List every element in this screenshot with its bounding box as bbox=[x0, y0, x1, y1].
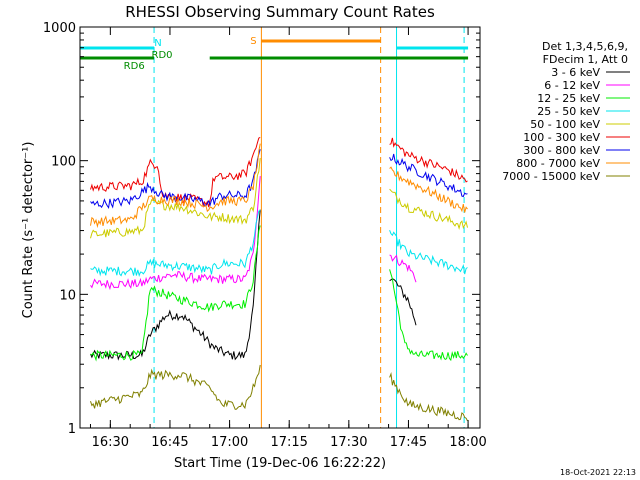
legend-label-4: 50 - 100 keV bbox=[530, 118, 600, 131]
flag-label-s: S bbox=[250, 36, 256, 47]
series-line-3 bbox=[90, 209, 468, 278]
series-line-2 bbox=[90, 225, 468, 362]
legend-label-1: 6 - 12 keV bbox=[544, 79, 600, 92]
plot-axes: 16:30 16:45 17:00 17:15 17:30 17:45 18:00 1 10 10… bbox=[43, 21, 487, 450]
flag-label-rd0: RD0 bbox=[152, 50, 173, 61]
legend-label-0: 3 - 6 keV bbox=[551, 66, 600, 79]
x-tick-label-0: 16:30 bbox=[92, 435, 129, 450]
y-axis-label: Count Rate (s⁻¹ detector⁻¹) bbox=[21, 142, 36, 319]
legend-label-3: 25 - 50 keV bbox=[537, 105, 600, 118]
timestamp: 18-Oct-2021 22:13 bbox=[560, 468, 636, 477]
legend-label-7: 800 - 7000 keV bbox=[516, 157, 600, 170]
series-line-1 bbox=[90, 176, 417, 291]
instrument-flag-bars: N S RD0 RD6 bbox=[80, 36, 469, 72]
flag-label-rd6: RD6 bbox=[124, 61, 145, 72]
x-tick-label-3: 17:15 bbox=[270, 435, 307, 450]
series-line-8 bbox=[90, 364, 468, 422]
flag-label-n: N bbox=[154, 38, 161, 49]
x-tick-label-6: 18:00 bbox=[449, 435, 486, 450]
legend-label-5: 100 - 300 keV bbox=[523, 131, 600, 144]
legend-label-2: 12 - 25 keV bbox=[537, 92, 600, 105]
chart-title: RHESSI Observing Summary Count Rates bbox=[125, 3, 435, 21]
x-axis-label: Start Time (19-Dec-06 16:22:22) bbox=[174, 456, 386, 471]
series-line-6 bbox=[90, 149, 468, 210]
x-tick-label-2: 17:00 bbox=[211, 435, 248, 450]
series-line-7 bbox=[90, 143, 468, 229]
x-tick-label-5: 17:45 bbox=[390, 435, 427, 450]
x-tick-label-1: 16:45 bbox=[151, 435, 188, 450]
plot-frame bbox=[79, 26, 481, 429]
series-lines bbox=[90, 136, 468, 422]
series-line-5 bbox=[90, 136, 468, 208]
legend-label-6: 300 - 800 keV bbox=[523, 144, 600, 157]
y-tick-label-0: 1 bbox=[68, 422, 76, 437]
legend-header-line-1: Det 1,3,4,5,6,9, bbox=[542, 40, 628, 53]
series-line-4 bbox=[90, 157, 468, 239]
series-line-0 bbox=[90, 209, 417, 361]
legend-header-line-2: FDecim 1, Att 0 bbox=[543, 53, 628, 66]
x-tick-label-4: 17:30 bbox=[330, 435, 367, 450]
legend-label-8: 7000 - 15000 keV bbox=[502, 170, 600, 183]
y-tick-label-2: 100 bbox=[51, 155, 76, 170]
y-tick-label-1: 10 bbox=[59, 288, 76, 303]
y-tick-label-3: 1000 bbox=[43, 21, 76, 36]
vertical-markers bbox=[153, 27, 465, 428]
